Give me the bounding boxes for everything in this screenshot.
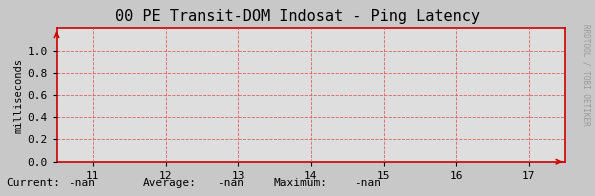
Text: Current:: Current: xyxy=(6,178,60,188)
Text: -nan: -nan xyxy=(217,178,244,188)
Text: -nan: -nan xyxy=(354,178,381,188)
Text: Maximum:: Maximum: xyxy=(274,178,328,188)
Y-axis label: milliseconds: milliseconds xyxy=(13,58,23,132)
Text: -nan: -nan xyxy=(68,178,95,188)
Text: RRDTOOL / TOBI OETIKER: RRDTOOL / TOBI OETIKER xyxy=(581,24,590,125)
Text: 00 PE Transit-DOM Indosat - Ping Latency: 00 PE Transit-DOM Indosat - Ping Latency xyxy=(115,9,480,24)
Text: Average:: Average: xyxy=(143,178,197,188)
